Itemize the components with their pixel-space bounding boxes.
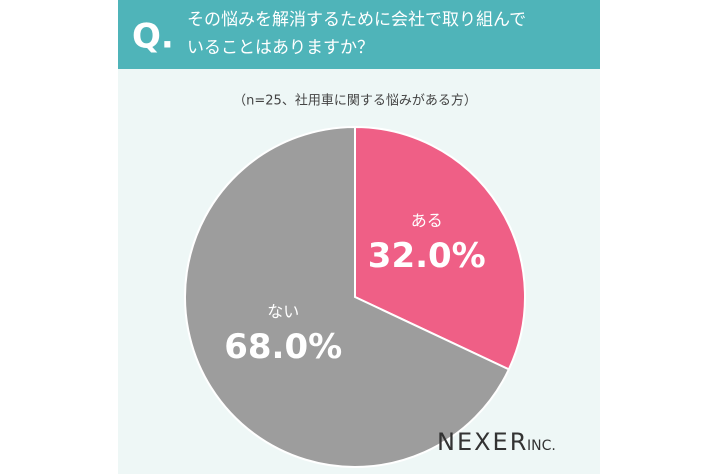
slice-value-label: 32.0% [368, 236, 486, 276]
pie-slice [354, 125, 526, 371]
pie-slice [184, 125, 511, 468]
slice-category: ある [411, 211, 443, 230]
subtitle: （n=25、社用車に関する悩みがある方） [233, 93, 477, 109]
header-bar [118, 0, 600, 69]
slice-value-label: 68.0% [224, 327, 342, 367]
pie [184, 125, 526, 468]
logo-name: NEXER [437, 428, 528, 456]
title-line: その悩みを解消するために会社で取り組んで [187, 10, 526, 30]
title-line: いることはありますか？ [187, 38, 374, 58]
question-mark: Q. [132, 17, 174, 57]
slice-category: ない [267, 302, 299, 321]
logo-suffix: INC. [527, 438, 556, 454]
